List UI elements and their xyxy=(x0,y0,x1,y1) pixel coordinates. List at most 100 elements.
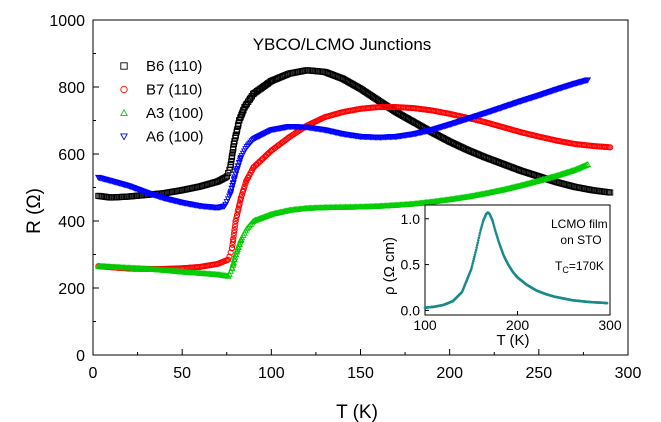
inset-data-point xyxy=(474,248,478,252)
inset-film-label-line1: LCMO film xyxy=(551,217,608,231)
data-point xyxy=(259,131,267,138)
data-point xyxy=(235,203,243,210)
inset-data-point xyxy=(478,234,481,237)
inset-tc-subscript: C xyxy=(562,265,569,275)
inset-data-point xyxy=(493,226,496,229)
inset-data-point xyxy=(474,251,477,254)
series-1 xyxy=(95,67,614,201)
inset-data-point xyxy=(476,241,480,245)
inset-data-point xyxy=(492,223,496,227)
data-point xyxy=(263,129,271,136)
inset-data-point xyxy=(472,257,476,261)
inset-data-point xyxy=(470,266,473,270)
inset-axis-ticks: 100 200 300 0.0 0.5 1.0 xyxy=(401,211,622,333)
data-point xyxy=(240,186,247,193)
inset-data-point xyxy=(480,225,483,228)
data-point xyxy=(237,235,245,242)
data-point xyxy=(239,188,246,196)
data-point xyxy=(251,135,258,142)
y-tick-label: 800 xyxy=(58,80,85,97)
main-axis-ticks: 0 50 100 150 200 250 300 0 200 400 600 800 1000 xyxy=(49,13,641,382)
data-point xyxy=(249,136,257,143)
inset-tc-symbol: T xyxy=(555,259,563,273)
legend-marker xyxy=(120,108,128,117)
data-point xyxy=(227,267,235,274)
data-point xyxy=(607,144,614,151)
inset-x-axis-title: T (K) xyxy=(496,332,529,349)
inset-data-point xyxy=(481,221,485,224)
y-tick-label: 200 xyxy=(58,281,85,298)
legend-label: A3 (100) xyxy=(146,105,204,122)
data-point xyxy=(262,130,269,137)
main-plot: 0 50 100 150 200 250 300 0 200 400 600 800 1000 YBCO… xyxy=(24,13,641,422)
inset-data-point xyxy=(479,227,483,230)
data-point xyxy=(264,128,272,136)
data-point xyxy=(235,206,242,213)
x-axis-title: T (K) xyxy=(336,402,378,422)
inset-x-tick-label: 200 xyxy=(506,317,530,333)
inset-tc-annotation: TC=170K xyxy=(555,259,604,275)
inset-data-point xyxy=(491,219,495,223)
data-point xyxy=(233,212,241,219)
legend-marker xyxy=(120,133,128,141)
data-point xyxy=(584,77,592,84)
data-point xyxy=(583,161,590,168)
inset-y-tick-label: 0.5 xyxy=(401,257,421,273)
series-3 xyxy=(94,160,592,279)
data-point xyxy=(258,132,266,139)
main-title: YBCO/LCMO Junctions xyxy=(253,35,432,54)
x-tick-label: 250 xyxy=(525,365,552,382)
data-point xyxy=(231,229,238,236)
legend-item: A6 (100) xyxy=(120,129,204,146)
y-axis-title: R (Ω) xyxy=(24,188,45,234)
inset-x-tick-label: 300 xyxy=(598,317,622,333)
data-point xyxy=(257,132,264,139)
legend: B6 (110) B7 (110) A3 (100) A6 (100) xyxy=(120,58,204,146)
inset-tc-value: =170K xyxy=(569,259,604,273)
inset-data-point xyxy=(471,262,475,265)
data-point xyxy=(231,226,238,233)
data-point xyxy=(584,160,592,168)
data-point xyxy=(261,130,268,137)
x-tick-label: 100 xyxy=(258,365,285,382)
inset-x-tick-label: 100 xyxy=(413,317,437,333)
inset-series-group xyxy=(423,211,609,309)
data-point xyxy=(253,134,261,141)
data-point xyxy=(254,134,262,141)
inset-film-label-line2: on STO xyxy=(560,233,601,247)
legend-marker xyxy=(120,62,128,70)
data-point xyxy=(237,194,245,201)
x-tick-label: 50 xyxy=(173,365,191,382)
series-4 xyxy=(94,77,592,212)
inset-data-point xyxy=(480,223,484,226)
inset-data-point xyxy=(475,246,478,249)
x-tick-label: 300 xyxy=(615,365,642,382)
inset-data-point xyxy=(471,259,475,263)
inset-data-point xyxy=(473,253,477,256)
data-point xyxy=(230,232,237,239)
inset-data-point xyxy=(477,236,481,240)
legend-marker xyxy=(120,85,128,94)
inset-data-point xyxy=(475,243,479,247)
inset-y-axis-title: ρ (Ω cm) xyxy=(381,237,398,295)
data-point xyxy=(268,77,275,85)
data-point xyxy=(607,189,614,196)
data-point xyxy=(223,173,230,180)
inset-y-tick-label: 1.0 xyxy=(401,211,421,227)
y-tick-label: 0 xyxy=(76,348,85,365)
data-point xyxy=(242,180,249,187)
inset-data-point xyxy=(479,229,482,232)
data-point xyxy=(230,235,237,242)
legend-label: B6 (110) xyxy=(146,58,202,75)
x-tick-label: 0 xyxy=(89,365,98,382)
data-point xyxy=(237,197,244,204)
data-point xyxy=(231,223,238,231)
data-point xyxy=(229,241,236,248)
inset-plot: 100 200 300 0.0 0.5 1.0 T (K) ρ (Ω cm) LCMO f… xyxy=(381,204,622,349)
legend-item: A3 (100) xyxy=(120,105,204,122)
data-point xyxy=(233,215,240,222)
data-point xyxy=(581,162,589,169)
data-point xyxy=(256,133,263,140)
inset-series-1 xyxy=(423,211,609,309)
